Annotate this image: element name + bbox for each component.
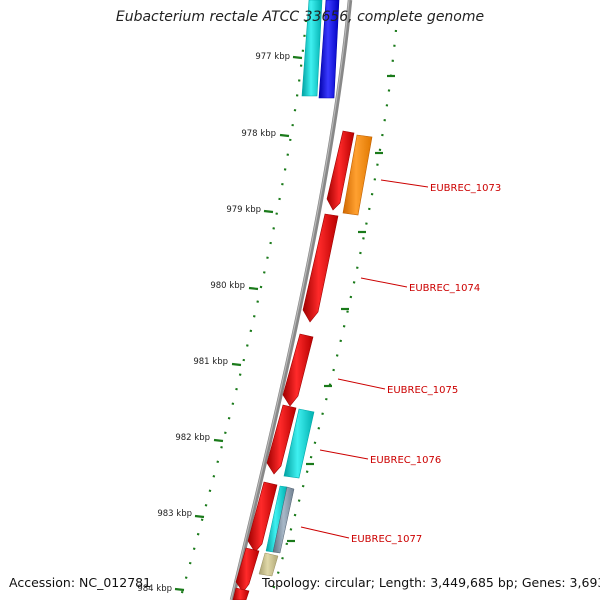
genome-summary-text: Topology: circular; Length: 3,449,685 bp… — [262, 575, 600, 590]
ruler-tick: 980 kbp — [210, 281, 259, 291]
ruler-label: 984 kbp — [137, 584, 172, 594]
cds-cyan-top — [301, 0, 323, 97]
gene-eubrec-1075[interactable] — [282, 333, 314, 407]
ruler-label: 980 kbp — [210, 281, 245, 291]
ruler-label: 982 kbp — [175, 433, 210, 443]
ruler-tick: 982 kbp — [175, 433, 224, 443]
cds-blue-top — [318, 0, 340, 99]
accession-text: Accession: NC_012781 — [9, 575, 152, 590]
ruler-label: 981 kbp — [193, 357, 228, 367]
ruler-tick: 984 kbp — [137, 584, 185, 594]
ruler-label: 977 kbp — [255, 52, 290, 62]
gene-eubrec-1073[interactable] — [326, 130, 373, 216]
gene-eubrec-1077[interactable] — [247, 481, 295, 554]
gene-label[interactable]: EUBREC_1075 — [387, 385, 458, 396]
ruler-tick: 983 kbp — [157, 509, 205, 519]
ruler-tick: 977 kbp — [255, 52, 303, 62]
gene-label[interactable]: EUBREC_1076 — [370, 455, 441, 466]
ruler: 977 kbp 978 kbp 979 kbp 980 kbp 981 kbp … — [137, 52, 303, 594]
cds-red-bottom — [232, 547, 260, 600]
map-title: Eubacterium rectale ATCC 33656, complete… — [115, 9, 485, 25]
ruler-label: 983 kbp — [157, 509, 192, 519]
gene-label[interactable]: EUBREC_1073 — [430, 183, 501, 194]
cds-khaki-bottom — [258, 552, 279, 577]
gene-labels: EUBREC_1073 EUBREC_1074 EUBREC_1075 EUBR… — [300, 179, 501, 545]
ruler-tick: 979 kbp — [226, 205, 274, 215]
outer-ticks — [287, 74, 395, 543]
gene-label[interactable]: EUBREC_1074 — [409, 283, 480, 294]
ruler-label: 979 kbp — [226, 205, 261, 215]
ruler-tick: 981 kbp — [193, 357, 242, 367]
ruler-label: 978 kbp — [241, 129, 276, 139]
gene-label[interactable]: EUBREC_1077 — [351, 534, 422, 545]
genome-backbone — [229, 0, 353, 600]
ruler-tick: 978 kbp — [241, 129, 290, 139]
outer-dotted-track — [268, 29, 398, 600]
gene-eubrec-1076[interactable] — [266, 404, 315, 479]
gene-eubrec-1074[interactable] — [302, 213, 339, 323]
